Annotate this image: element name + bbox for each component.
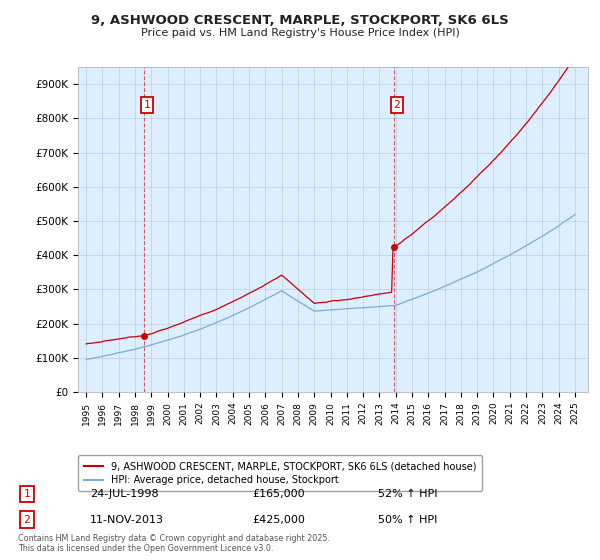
Text: £425,000: £425,000 [252,515,305,525]
Text: 24-JUL-1998: 24-JUL-1998 [90,489,158,499]
Text: Price paid vs. HM Land Registry's House Price Index (HPI): Price paid vs. HM Land Registry's House … [140,28,460,38]
Text: Contains HM Land Registry data © Crown copyright and database right 2025.
This d: Contains HM Land Registry data © Crown c… [18,534,330,553]
Text: 9, ASHWOOD CRESCENT, MARPLE, STOCKPORT, SK6 6LS: 9, ASHWOOD CRESCENT, MARPLE, STOCKPORT, … [91,14,509,27]
Text: 1: 1 [144,100,151,110]
Text: 50% ↑ HPI: 50% ↑ HPI [378,515,437,525]
Legend: 9, ASHWOOD CRESCENT, MARPLE, STOCKPORT, SK6 6LS (detached house), HPI: Average p: 9, ASHWOOD CRESCENT, MARPLE, STOCKPORT, … [78,455,482,491]
Text: £165,000: £165,000 [252,489,305,499]
Text: 2: 2 [23,515,31,525]
Text: 1: 1 [23,489,31,499]
Text: 11-NOV-2013: 11-NOV-2013 [90,515,164,525]
Text: 2: 2 [394,100,400,110]
Text: 52% ↑ HPI: 52% ↑ HPI [378,489,437,499]
